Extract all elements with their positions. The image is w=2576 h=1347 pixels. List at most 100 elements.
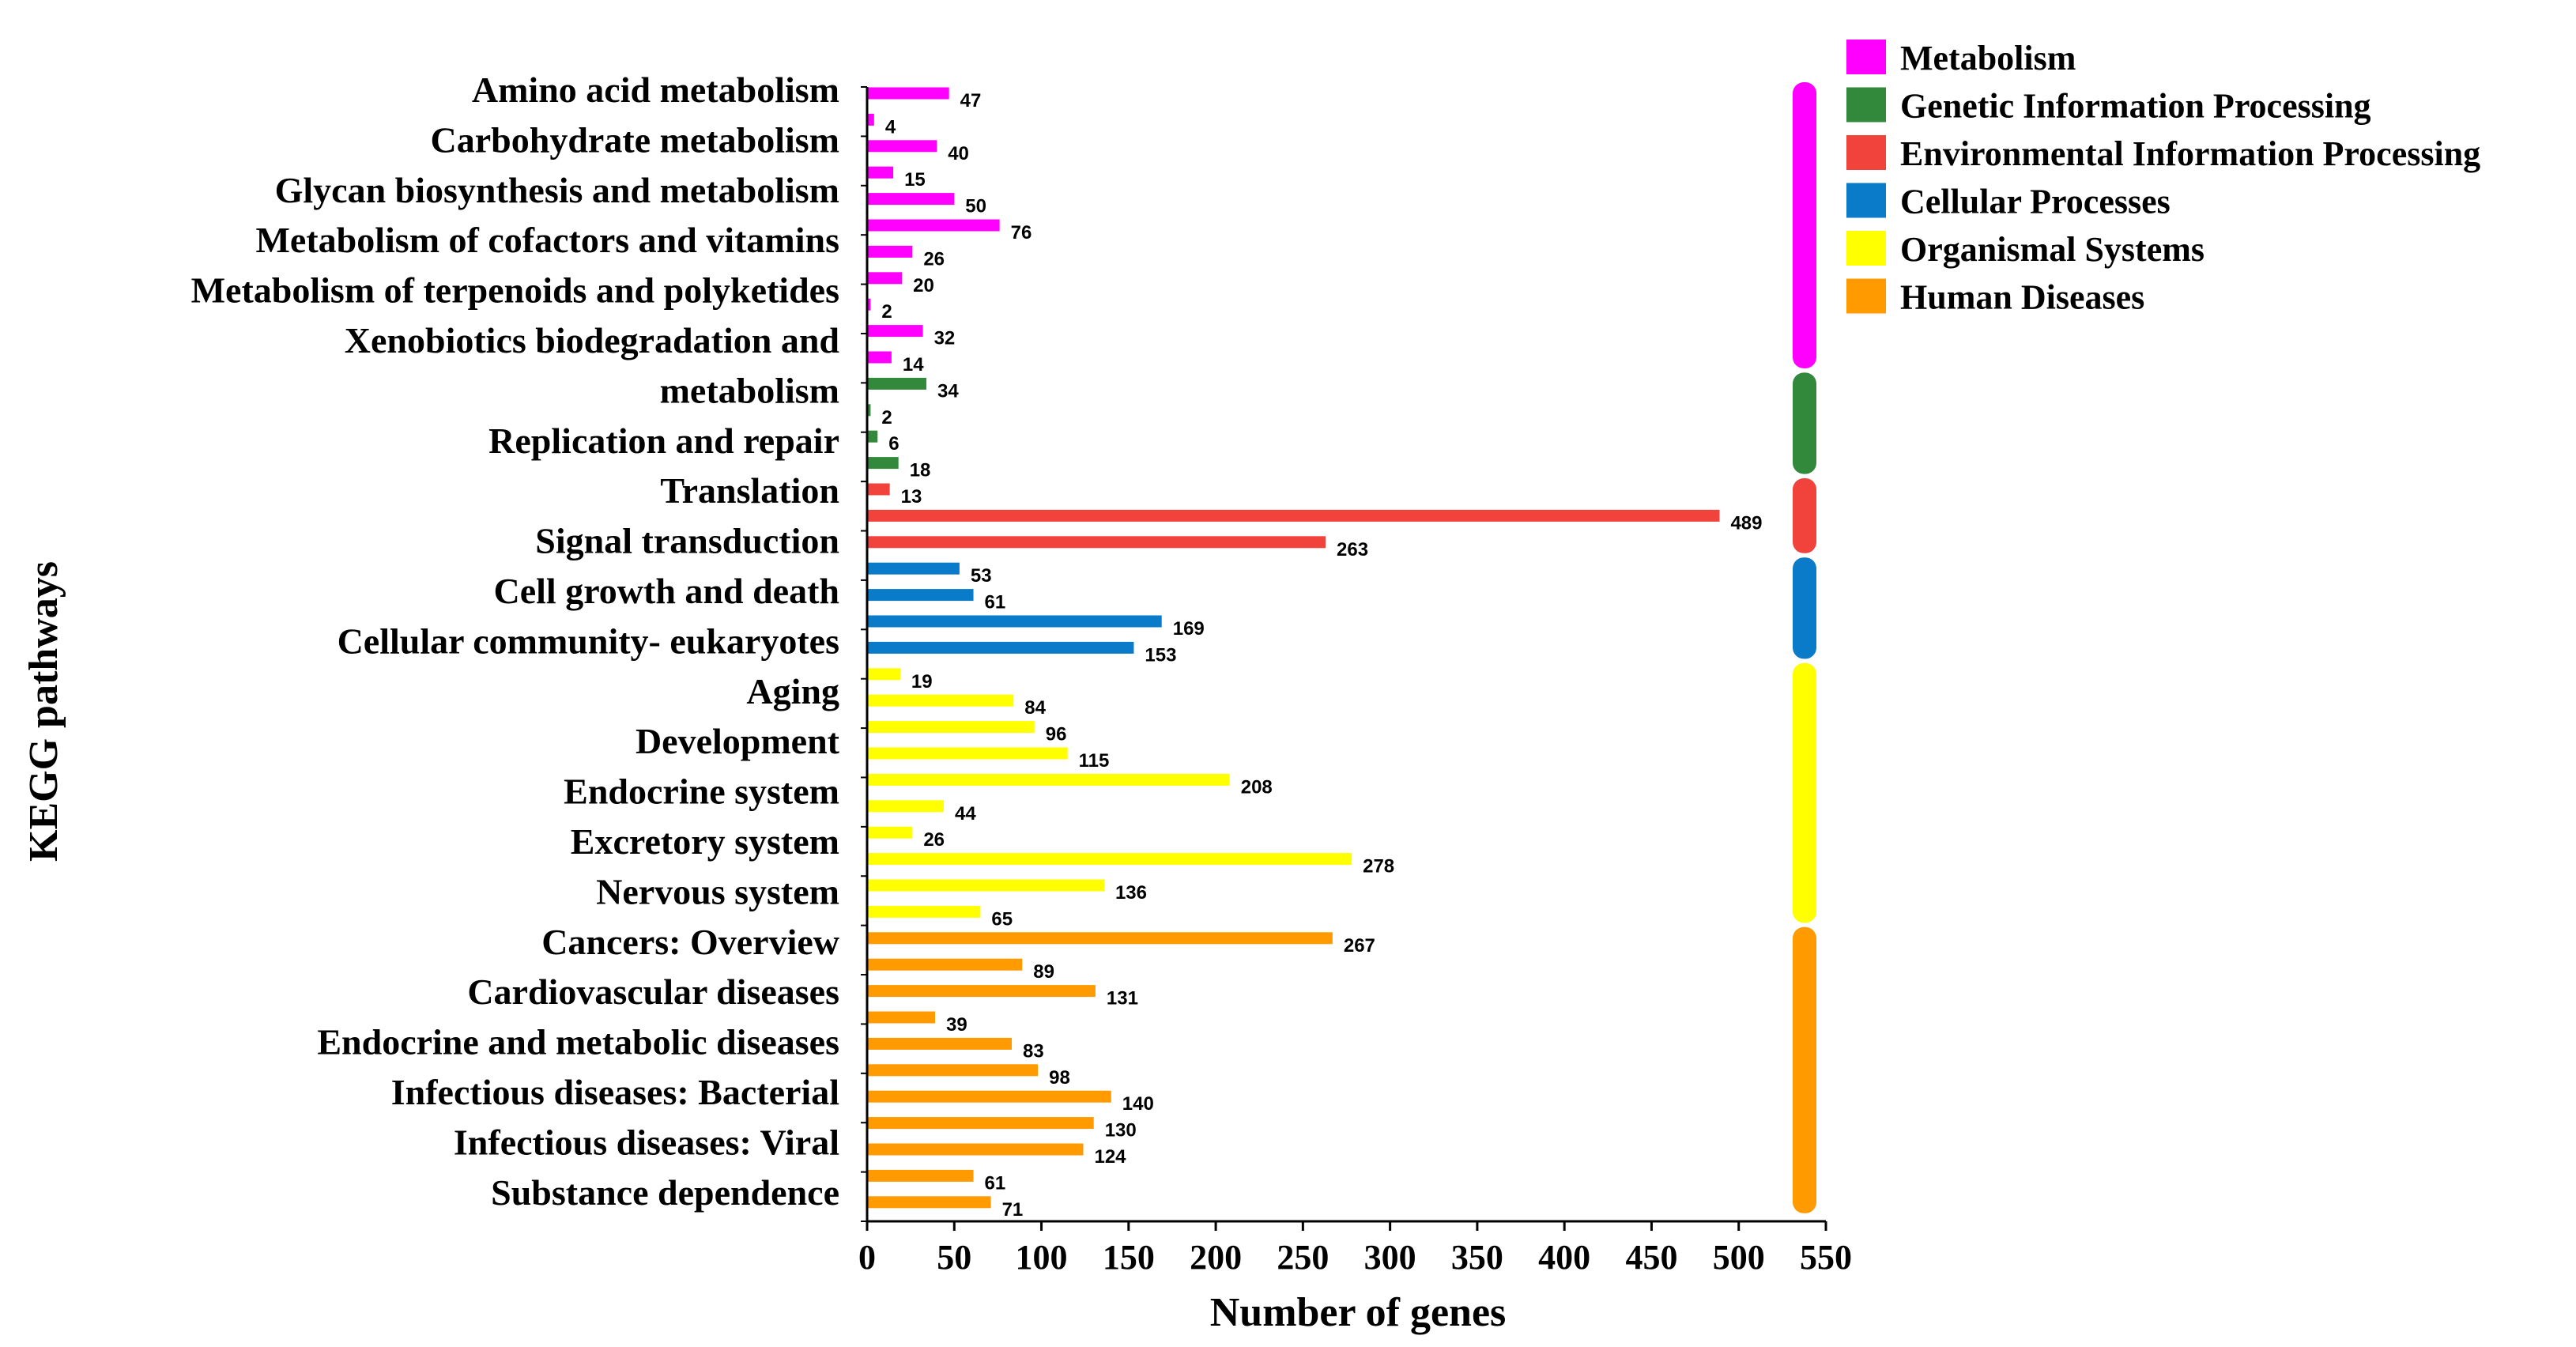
bar [867, 1169, 974, 1182]
bar-value-label: 13 [901, 486, 922, 507]
bar-value-label: 47 [960, 90, 982, 111]
legend-label: Metabolism [1900, 39, 2076, 77]
category-label: Metabolism of cofactors and vitamins [256, 220, 839, 260]
bar-value-label: 39 [946, 1014, 967, 1036]
category-label: Signal transduction [535, 521, 839, 561]
bar [867, 377, 926, 390]
bar-value-label: 136 [1115, 882, 1147, 904]
category-label: Endocrine system [564, 772, 839, 812]
bar-value-label: 34 [937, 380, 959, 402]
category-label: Cancers: Overview [541, 922, 839, 962]
category-label: Cell growth and death [494, 571, 839, 611]
legend-label: Organismal Systems [1900, 230, 2204, 269]
bar-value-label: 89 [1033, 961, 1054, 983]
bar-value-label: 53 [971, 565, 992, 587]
bar [867, 166, 894, 179]
category-label: Cardiovascular diseases [467, 972, 839, 1012]
bar [867, 641, 1134, 654]
bar-value-label: 76 [1011, 222, 1032, 243]
category-label: Replication and repair [488, 421, 839, 461]
group-strip [1793, 662, 1816, 923]
category-label: Translation [660, 470, 839, 511]
bar [867, 509, 1720, 522]
bar [867, 404, 871, 417]
bar-value-label: 169 [1173, 618, 1205, 640]
bar [867, 800, 945, 813]
bar [867, 985, 1096, 998]
group-strips-layer [1793, 82, 1816, 1213]
bar-value-label: 263 [1337, 539, 1368, 560]
bar [867, 1011, 936, 1024]
legend-swatch [1846, 135, 1886, 170]
bar-value-label: 4 [885, 116, 896, 138]
x-tick-label: 0 [858, 1238, 876, 1277]
legend-label: Cellular Processes [1900, 183, 2171, 221]
bar-value-label: 44 [955, 803, 976, 824]
bar [867, 140, 937, 153]
bar [867, 826, 913, 839]
bar [867, 457, 899, 470]
category-label: Carbohydrate metabolism [431, 119, 839, 160]
bar [867, 589, 974, 602]
y-axis-title: KEGG pathways [21, 561, 66, 862]
bar [867, 747, 1068, 760]
bar [867, 483, 890, 496]
legend: Metabolism Genetic Information Processing… [1846, 39, 2480, 317]
bar-value-label: 20 [913, 275, 934, 296]
bar-value-label: 2 [881, 301, 892, 323]
bar [867, 325, 923, 338]
x-tick-label: 550 [1800, 1238, 1852, 1277]
group-strip [1793, 557, 1816, 659]
bar [867, 905, 981, 918]
bar-value-label: 71 [1002, 1199, 1024, 1221]
bar-value-label: 115 [1079, 750, 1110, 772]
bar-value-label: 153 [1145, 644, 1176, 666]
bar-value-label: 50 [965, 196, 986, 217]
category-label: Glycan biosynthesis and metabolism [275, 170, 839, 210]
bar [867, 193, 955, 206]
x-tick-label: 300 [1364, 1238, 1416, 1277]
bar [867, 351, 892, 364]
bar [867, 1037, 1013, 1050]
bar-value-label: 26 [923, 829, 945, 851]
bar-value-label: 15 [904, 169, 926, 191]
bar-value-label: 278 [1363, 856, 1394, 877]
category-label: Excretory system [571, 821, 839, 862]
bar-value-label: 130 [1105, 1120, 1137, 1141]
bar-value-label: 84 [1024, 697, 1046, 719]
bar [867, 113, 874, 126]
bar-value-label: 26 [923, 248, 945, 270]
category-label: metabolism [660, 370, 839, 410]
bar-value-label: 124 [1094, 1146, 1126, 1168]
bar-value-label: 83 [1023, 1040, 1044, 1062]
bar [867, 272, 903, 285]
bar [867, 694, 1014, 707]
bar-value-label: 267 [1344, 935, 1375, 956]
bar [867, 958, 1023, 971]
legend-swatch [1846, 278, 1886, 314]
bar [867, 1117, 1094, 1130]
bar [867, 430, 878, 443]
bar-value-label: 98 [1049, 1067, 1070, 1089]
bar [867, 668, 900, 681]
x-tick-label: 150 [1103, 1238, 1155, 1277]
bar [867, 87, 949, 100]
bar-value-label: 61 [985, 1172, 1006, 1194]
legend-swatch [1846, 87, 1886, 123]
bar-value-label: 19 [911, 671, 933, 692]
category-label: Amino acid metabolism [472, 70, 839, 110]
bar [867, 219, 1000, 232]
group-strip [1793, 478, 1816, 553]
x-tick-label: 350 [1451, 1238, 1503, 1277]
bar [867, 1064, 1039, 1077]
category-labels-layer: Amino acid metabolism Carbohydrate metabo… [191, 70, 840, 1213]
bar [867, 853, 1352, 866]
group-strip [1793, 926, 1816, 1213]
bar-value-label: 140 [1122, 1093, 1154, 1115]
bar [867, 245, 913, 258]
x-tick-label: 450 [1625, 1238, 1677, 1277]
bar [867, 879, 1104, 892]
x-axis-title: Number of genes [1210, 1290, 1507, 1335]
bar-value-label: 32 [934, 328, 956, 349]
